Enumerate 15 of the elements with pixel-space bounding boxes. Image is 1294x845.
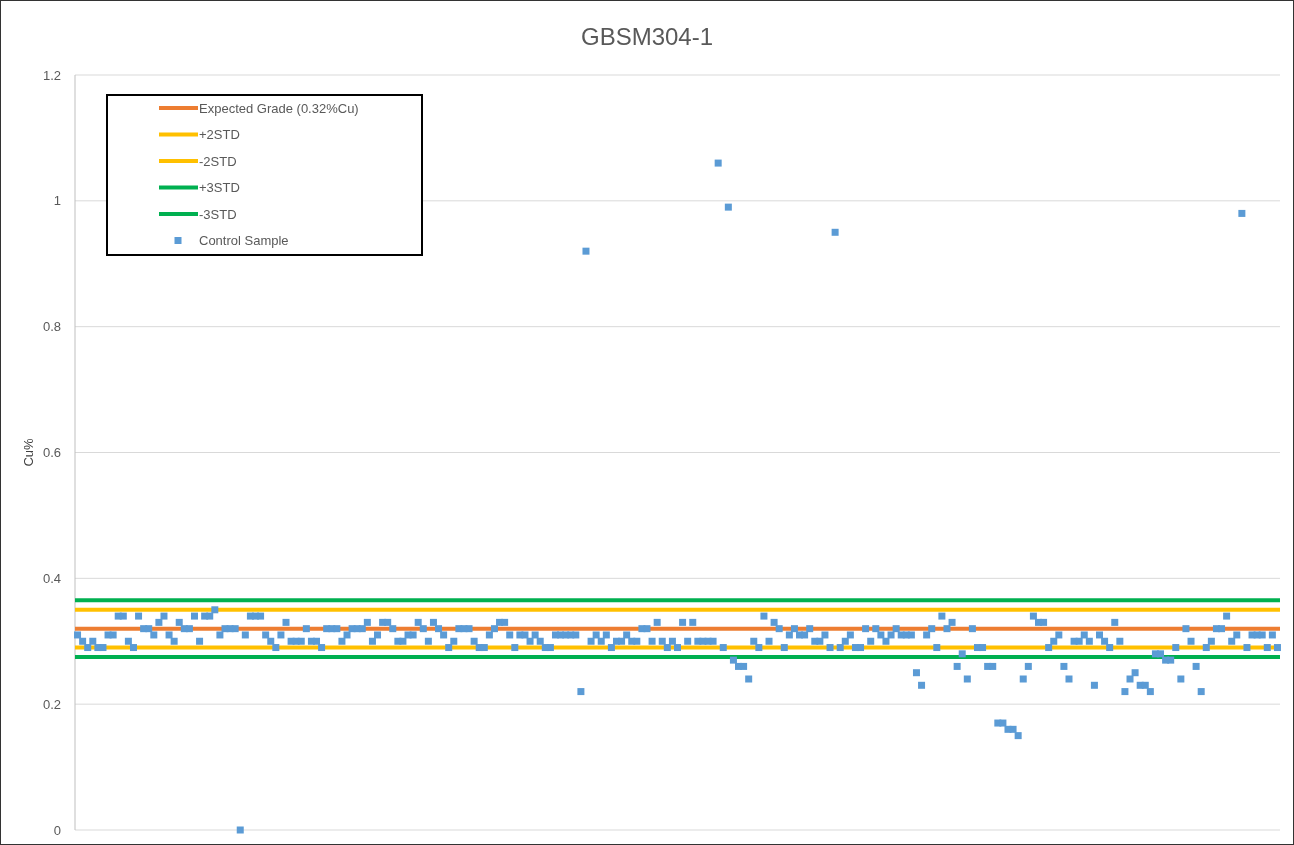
legend-label: +2STD [199,127,240,143]
y-tick-label: 1 [53,193,61,209]
y-tick-label: 0 [53,822,61,838]
legend-label: -2STD [199,153,237,169]
legend-label: -3STD [199,206,237,222]
y-tick-label: 0.6 [42,445,61,461]
legend-label: +3STD [199,180,240,196]
y-axis-title: Cu% [21,437,36,467]
y-tick-label: 0.4 [42,570,61,586]
y-tick-label: 1.2 [42,67,61,83]
legend-label: Control Sample [199,233,289,249]
chart-title: GBSM304-1 [580,23,714,50]
y-tick-label: 0.2 [42,696,61,712]
legend-label: Expected Grade (0.32%Cu) [199,100,359,116]
y-tick-label: 0.8 [42,319,61,335]
